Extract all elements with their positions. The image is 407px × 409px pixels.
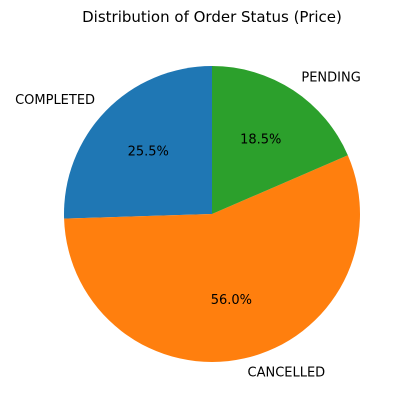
slice-percent-pending: 18.5% xyxy=(240,132,281,147)
chart-title: Distribution of Order Status (Price) xyxy=(82,8,342,26)
slice-percent-cancelled: 56.0% xyxy=(211,293,252,308)
slice-label-cancelled: CANCELLED xyxy=(248,365,326,380)
pie-slice-completed xyxy=(64,66,212,219)
slice-label-pending: PENDING xyxy=(301,70,360,85)
slice-label-completed: COMPLETED xyxy=(15,93,95,108)
slice-percent-completed: 25.5% xyxy=(128,145,169,160)
pie-slices xyxy=(64,66,360,362)
